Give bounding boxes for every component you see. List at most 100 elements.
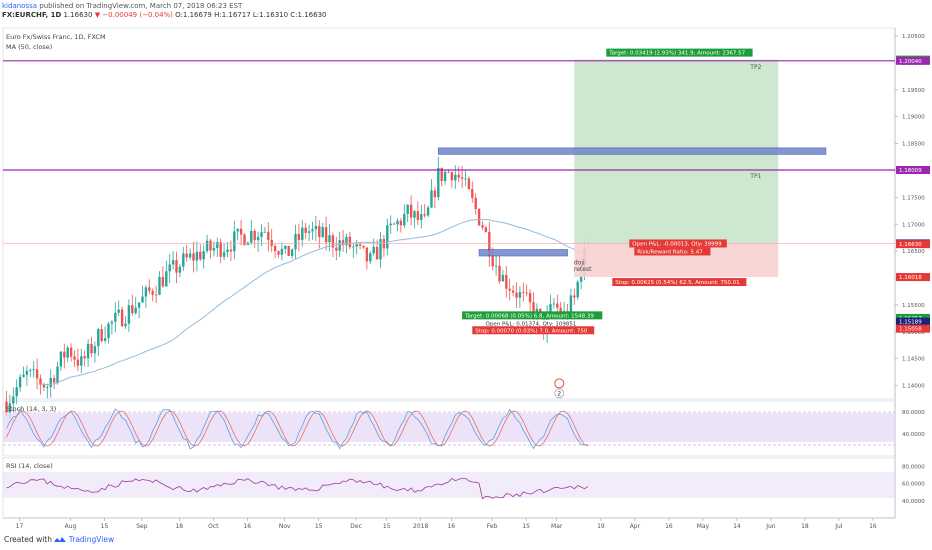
candle-body	[341, 240, 345, 246]
candle-body	[124, 323, 127, 327]
candle-body	[273, 246, 277, 252]
candle-body	[15, 387, 18, 397]
candle-body	[501, 274, 505, 282]
y-tick-label: 1.19000	[902, 115, 925, 121]
candle-body	[505, 274, 508, 289]
x-tick-label: Dec	[350, 523, 362, 530]
candle-body	[280, 248, 284, 255]
candle-body	[508, 288, 511, 291]
candle-body	[239, 228, 243, 235]
candle-body	[277, 251, 280, 255]
x-tick-label: Mar	[551, 523, 563, 530]
candle-body	[226, 249, 229, 253]
publisher-name[interactable]: kidanossa	[2, 2, 38, 10]
y-tick-label: 1.20500	[902, 34, 925, 40]
candle-body	[161, 277, 165, 287]
x-tick-label: 14	[733, 523, 741, 530]
candle-body	[396, 220, 399, 225]
candle-body	[154, 294, 158, 296]
candle-body	[494, 265, 498, 267]
candle-body	[433, 190, 437, 198]
y-tick-label: 1.19500	[902, 88, 925, 94]
candle-body	[528, 292, 532, 303]
stop-label: Stop: 0.00625 (0.54%) 62.5, Amount: 750.…	[615, 280, 739, 286]
candle-body	[270, 239, 273, 247]
last-price: 1.16630	[63, 11, 93, 19]
x-tick-label: 16	[665, 523, 673, 530]
stoch-legend: Stoch (14, 3, 3)	[6, 405, 57, 413]
candle-body	[86, 343, 90, 359]
candle-body	[158, 277, 161, 295]
symbol-label: FX:EURCHF, 1D	[2, 11, 62, 19]
price-tag: 1.15058	[899, 327, 922, 333]
candle-body	[192, 253, 195, 261]
supply-zone	[437, 147, 827, 155]
candle-body	[324, 227, 328, 243]
candle-body	[409, 204, 413, 218]
event-count-label: 2	[557, 390, 561, 397]
candle-body	[175, 260, 178, 273]
price-tag: 1.16630	[899, 242, 922, 248]
rsi-line	[6, 477, 589, 500]
candle-body	[450, 172, 454, 181]
candle-body	[511, 290, 515, 293]
candle-body	[144, 287, 148, 297]
candle-body	[56, 366, 59, 383]
candle-body	[467, 178, 471, 190]
down-arrow-icon: ▼	[94, 11, 101, 19]
price-tag: 1.18009	[899, 168, 922, 174]
candle-body	[498, 265, 501, 282]
candle-body	[195, 251, 199, 261]
candle-body	[389, 223, 392, 226]
candle-body	[474, 197, 477, 209]
candle-body	[178, 266, 182, 273]
candle-body	[39, 378, 42, 385]
candle-body	[93, 346, 97, 354]
candle-body	[437, 167, 440, 198]
candle-body	[188, 253, 192, 258]
candle-body	[117, 309, 120, 313]
candle-body	[559, 307, 562, 315]
price-tag-bg	[896, 273, 930, 282]
candle-body	[209, 240, 212, 251]
price-tag-bg	[896, 56, 930, 65]
candle-body	[256, 236, 260, 241]
candle-body	[131, 305, 134, 314]
supply-zone	[478, 249, 568, 257]
event-badge-icon	[554, 378, 565, 389]
x-tick-label: 15	[101, 523, 109, 530]
created-with-text: Created with	[4, 535, 52, 544]
candle-body	[18, 376, 22, 388]
candle-body	[345, 236, 348, 246]
x-tick-label: 16	[447, 523, 455, 530]
brand-text[interactable]: TradingView	[68, 535, 115, 544]
candle-body	[110, 321, 114, 324]
candle-body	[311, 229, 314, 232]
candle-body	[199, 251, 202, 260]
candle-body	[352, 246, 355, 248]
candle-body	[22, 374, 25, 377]
candle-body	[515, 292, 518, 298]
x-tick-label: May	[697, 523, 710, 530]
small-stop-label-bg	[472, 326, 595, 335]
published-text: published on TradingView.com, March 07, …	[39, 2, 243, 10]
price-tag: 1.20040	[899, 59, 922, 65]
candle-body	[348, 236, 352, 248]
candle-body	[63, 351, 66, 358]
candle-body	[379, 239, 382, 260]
candle-body	[59, 351, 63, 367]
candle-body	[107, 323, 110, 339]
candle-body	[103, 338, 107, 341]
candle-body	[260, 232, 263, 237]
candle-body	[406, 204, 409, 214]
candle-body	[297, 233, 301, 240]
candle-body	[35, 369, 39, 379]
candle-body	[66, 347, 69, 358]
candle-body	[246, 242, 250, 245]
x-tick-label: Oct	[208, 523, 219, 530]
candle-body	[426, 207, 430, 216]
candle-body	[440, 167, 443, 182]
candle-body	[212, 247, 216, 251]
small-stop-label: Stop: 0.00070 (0.03%) 7.0, Amount: 750	[475, 328, 588, 334]
